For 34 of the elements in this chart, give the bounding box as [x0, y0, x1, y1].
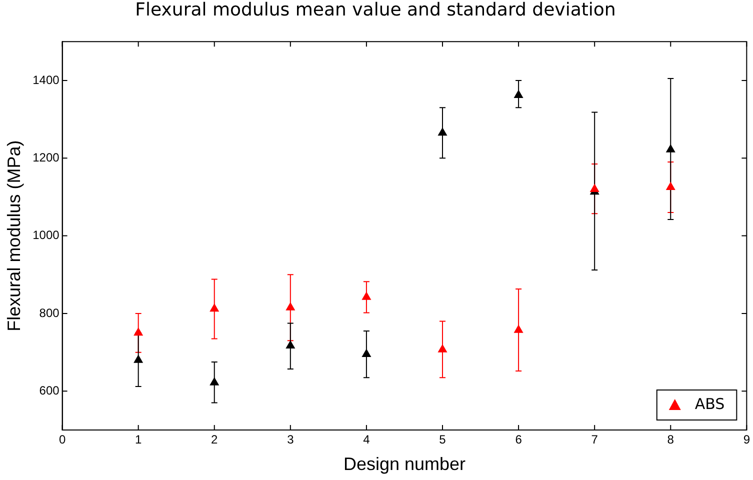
x-tick-label: 6 — [515, 432, 522, 447]
x-tick-label: 4 — [363, 432, 370, 447]
point — [134, 355, 143, 363]
y-tick-label: 600 — [39, 383, 60, 398]
point — [666, 182, 676, 190]
point — [514, 325, 523, 333]
legend-label: ABS — [694, 394, 725, 413]
x-tick-label: 3 — [287, 432, 294, 447]
point — [438, 128, 447, 136]
y-tick-label: 1200 — [32, 150, 60, 164]
x-tick-label: 9 — [743, 432, 750, 447]
x-tick-label: 2 — [211, 432, 218, 447]
y-tick-label: 800 — [39, 306, 60, 320]
x-tick-label: 0 — [58, 432, 66, 447]
x-tick-label: 1 — [134, 432, 142, 447]
point — [666, 144, 676, 152]
point — [210, 304, 219, 312]
y-tick-label: 1400 — [32, 72, 60, 87]
point — [134, 328, 143, 336]
chart-title: Flexural modulus mean value and standard deviation — [135, 0, 616, 20]
point — [362, 349, 371, 358]
x-tick-label: 5 — [439, 432, 446, 447]
y-tick-label: 1000 — [32, 228, 60, 242]
point — [514, 90, 523, 98]
point — [286, 302, 295, 310]
point — [210, 378, 219, 386]
point — [438, 344, 447, 352]
point — [286, 340, 295, 348]
x-tick-label: 8 — [667, 432, 674, 447]
point — [362, 292, 371, 300]
x-axis-title: Design number — [343, 454, 466, 474]
y-axis-title: Flexural modulus (MPa) — [4, 140, 24, 332]
x-tick-label: 7 — [591, 432, 598, 447]
point — [590, 184, 599, 192]
